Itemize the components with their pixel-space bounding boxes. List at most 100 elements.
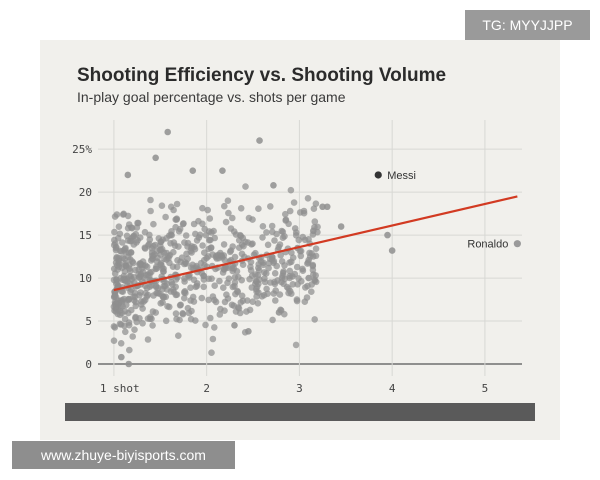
scatter-point [166,303,173,311]
scatter-point [116,311,124,319]
scatter-point [199,242,206,249]
scatter-point [252,280,259,288]
scatter-point [190,276,198,284]
scatter-point [199,220,206,228]
scatter-point [273,262,280,270]
scatter-point [142,262,149,269]
scatter-point [146,283,154,290]
scatter-point [114,234,122,242]
scatter-point [181,288,189,295]
y-tick-label: 10 [79,272,92,285]
scatter-point [295,236,303,244]
scatter-point [226,248,234,256]
scatter-point [221,202,228,210]
scatter-point [138,301,145,308]
scatter-point [249,216,256,223]
scatter-point [190,298,198,305]
scatter-point [281,275,289,283]
scatter-point [133,239,140,246]
scatter-point [256,276,263,283]
scatter-point [172,310,180,317]
chart-subtitle: In-play goal percentage vs. shots per ga… [77,89,346,105]
scatter-point [234,287,241,295]
scatter-point [162,213,169,221]
scatter-point [286,274,293,282]
scatter-point [310,205,318,212]
tick-labels: 0 5 10 15 20 25% 1 shot 2 3 4 5 [72,143,488,395]
scatter-point [163,280,171,288]
scatter-point [143,293,151,300]
scatter-point [147,196,154,204]
scatter-point [198,294,206,302]
scatter-point [222,218,230,226]
scatter-point [165,252,172,260]
scatter-point [117,304,124,311]
scatter-point [111,270,119,277]
scatter-point [115,223,123,230]
scatter-point [265,264,272,272]
x-tick-label: 4 [389,382,396,395]
scatter-point [124,171,132,179]
y-tick-label: 0 [85,358,92,371]
scatter-point [157,261,164,268]
scatter-point [144,336,152,343]
scatter-point [319,203,326,211]
scatter-point [323,203,331,211]
y-tick-label: 5 [85,315,92,328]
scatter-point [289,281,297,288]
scatter-point [181,239,188,246]
x-tick-label: 1 shot [100,382,140,395]
scatter-point [131,326,138,334]
scatter-point [113,253,121,261]
scatter-point [268,256,276,263]
scatter-point [201,262,208,269]
scatter-point [239,297,247,305]
scatter-point [211,234,218,242]
scatter-point [247,267,255,274]
scatter-point [301,236,309,244]
scatter-point [148,252,156,259]
scatter-point [281,233,288,240]
scatter-point [187,264,195,271]
scatter-point [252,249,259,257]
scatter-point [158,202,166,209]
scatter-point [160,268,167,275]
scatter-point [270,181,277,189]
scatter-point [261,269,268,276]
scatter-point [195,234,203,241]
scatter-point [299,267,307,274]
scatter-point [113,211,121,218]
scatter-point [118,353,125,361]
scatter-point [384,231,391,239]
scatter-point [170,206,177,214]
scatter-point [147,207,154,215]
highlight-label-messi: Messi [387,170,416,182]
scatter-point [125,321,133,329]
scatter-point [204,206,211,214]
y-tick-label: 15 [79,229,92,242]
scatter-point [275,309,283,316]
scatter-point [149,308,157,315]
scatter-point [211,282,218,289]
scatter-point [302,284,309,291]
scatter-point [132,302,139,310]
scatter-point [304,259,312,266]
scatter-point [181,294,188,302]
scatter-point [229,243,236,250]
scatter-point [157,300,164,307]
scatter-point [216,277,223,285]
chart-card: Shooting Efficiency vs. Shooting Volume … [40,40,560,440]
scatter-point [272,297,279,304]
scatter-point [175,228,183,235]
scatter-point [169,281,176,288]
scatter-point [175,332,182,340]
watermark-site: www.zhuye-biyisports.com [12,441,235,469]
scatter-point [169,263,177,270]
footer-bar [65,403,535,421]
scatter-point [137,260,144,267]
scatter-point [150,292,157,299]
scatter-point [259,223,267,230]
scatter-point [231,322,238,329]
y-tick-label: 25% [72,143,92,156]
x-tick-label: 3 [296,382,303,395]
